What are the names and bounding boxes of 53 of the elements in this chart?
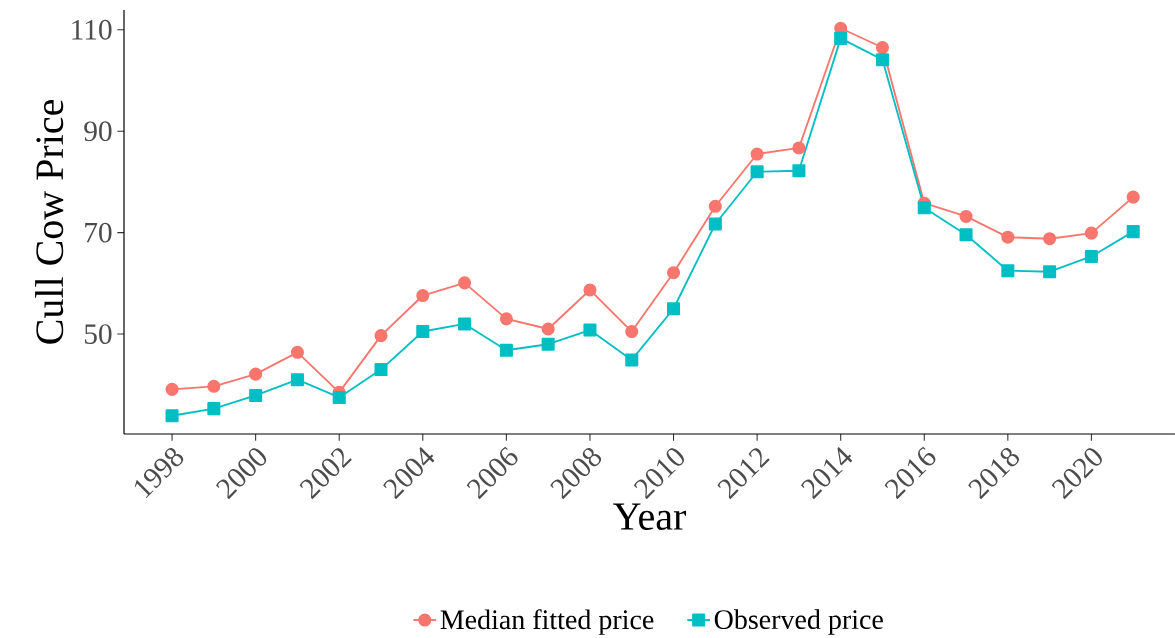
- legend-label: Observed price: [714, 609, 883, 635]
- point: [165, 409, 179, 423]
- point: [666, 302, 681, 316]
- point: [708, 217, 722, 231]
- legend-label: Median fitted price: [440, 609, 654, 635]
- point: [1126, 225, 1140, 239]
- point: [959, 209, 973, 223]
- point: [750, 165, 764, 179]
- y-tick-label: 110: [72, 19, 112, 40]
- point: [249, 367, 263, 381]
- point: [583, 323, 597, 337]
- point: [207, 402, 221, 416]
- point: [416, 325, 430, 339]
- point: [625, 353, 639, 367]
- point: [583, 283, 597, 297]
- point: [666, 266, 681, 280]
- point: [750, 147, 764, 161]
- point: [625, 325, 639, 339]
- x-axis-title: Year: [613, 503, 687, 531]
- point: [332, 390, 346, 405]
- y-tick-label: 50: [85, 324, 112, 344]
- point: [1084, 249, 1098, 264]
- point: [499, 312, 513, 326]
- point: [499, 343, 513, 357]
- point: [290, 345, 304, 359]
- point: [875, 40, 890, 55]
- point: [792, 141, 806, 155]
- point: [959, 228, 973, 242]
- point: [458, 317, 472, 331]
- y-tick-label: 90: [84, 121, 112, 142]
- point: [875, 53, 890, 67]
- point: [165, 382, 179, 396]
- point: [834, 31, 848, 45]
- point: [249, 388, 263, 402]
- y-axis-title: Cull Cow Price: [35, 100, 64, 344]
- point: [1084, 226, 1098, 240]
- point: [792, 164, 806, 178]
- point: [1126, 190, 1140, 204]
- point: [458, 276, 472, 290]
- y-tick-label: 70: [85, 222, 112, 243]
- point: [541, 322, 555, 336]
- point: [1043, 265, 1057, 279]
- point: [374, 363, 388, 377]
- point: [290, 373, 304, 387]
- point: [1001, 264, 1015, 278]
- point: [1043, 232, 1057, 246]
- point: [1001, 230, 1015, 244]
- point: [708, 199, 722, 213]
- point: [541, 337, 555, 351]
- point: [416, 288, 430, 303]
- point: [374, 329, 388, 343]
- point: [917, 201, 931, 215]
- point: [207, 379, 221, 393]
